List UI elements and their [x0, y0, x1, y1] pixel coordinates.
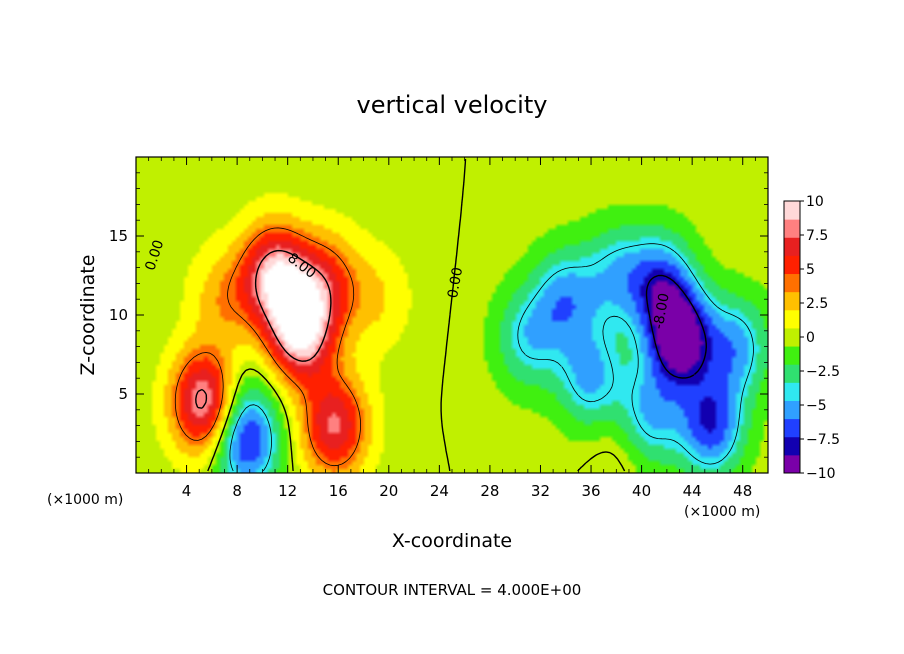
x-unit-left: (×1000 m)	[47, 492, 123, 508]
colorbar-swatch	[784, 436, 800, 456]
colorbar-swatch	[784, 382, 800, 401]
colorbar-tick-label: 2.5	[806, 296, 828, 312]
x-axis-ticks: 4 8 12 16 20 24 28 32 36 40 44 48	[148, 157, 756, 500]
colorbar-swatch	[784, 255, 800, 275]
contour-line	[174, 227, 361, 467]
x-tick-label: 12	[278, 482, 297, 500]
colorbar-tick-label: −5	[806, 398, 827, 414]
x-tick-label: 32	[531, 482, 550, 500]
colorbar-swatch	[784, 364, 800, 383]
contour-interval-note: CONTOUR INTERVAL = 4.000E+00	[323, 581, 582, 599]
colorbar-swatch	[784, 309, 800, 329]
x-tick-label: 28	[480, 482, 499, 500]
y-tick-label: 5	[118, 385, 128, 403]
y-tick-label: 10	[109, 306, 128, 324]
colorbar-tick-label: 7.5	[806, 228, 828, 244]
colorbar-tick-label: 5	[806, 262, 815, 278]
x-tick-label: 16	[329, 482, 348, 500]
colorbar-tick-label: −10	[806, 466, 836, 482]
contour-label: -8.00	[651, 292, 673, 330]
y-axis-ticks: 5 10 15	[109, 172, 768, 458]
contour-line	[195, 249, 332, 409]
y-tick-label: 15	[109, 227, 128, 245]
x-tick-label: 4	[182, 482, 192, 500]
contour-line	[207, 158, 626, 472]
colorbar-swatch	[784, 454, 800, 474]
colorbar-swatch	[784, 237, 800, 256]
contour-line	[645, 274, 707, 379]
heatmap-field	[136, 157, 768, 473]
contour-label: 0.00	[445, 266, 466, 299]
x-tick-label: 20	[379, 482, 398, 500]
colorbar-swatch	[784, 201, 800, 220]
contour-lines	[174, 158, 754, 472]
colorbar: 10 7.5 5 2.5 0 −2.5 −5 −7.5 −10	[783, 194, 840, 482]
x-unit-right: (×1000 m)	[684, 504, 760, 520]
x-axis-label: X-coordinate	[392, 530, 512, 552]
colorbar-swatch	[784, 400, 800, 420]
colorbar-swatch	[784, 273, 800, 293]
colorbar-swatch	[784, 346, 800, 365]
x-tick-label: 36	[581, 482, 600, 500]
chart-title: vertical velocity	[357, 91, 548, 119]
colorbar-swatch	[784, 219, 800, 238]
colorbar-swatch	[784, 327, 800, 347]
x-tick-label: 24	[430, 482, 449, 500]
x-tick-label: 8	[232, 482, 242, 500]
heatmap-layer	[136, 157, 768, 473]
colorbar-swatch	[784, 291, 800, 311]
colorbar-tick-label: 10	[806, 194, 824, 210]
colorbar-tick-label: −7.5	[806, 432, 840, 448]
y-axis-label: Z-coordinate	[77, 255, 99, 376]
colorbar-swatch	[784, 418, 800, 438]
colorbar-tick-label: 0	[806, 330, 815, 346]
colorbar-tick-label: −2.5	[806, 364, 840, 380]
x-tick-label: 44	[683, 482, 702, 500]
x-tick-label: 48	[733, 482, 752, 500]
x-tick-label: 40	[632, 482, 651, 500]
contour-line	[229, 243, 754, 472]
